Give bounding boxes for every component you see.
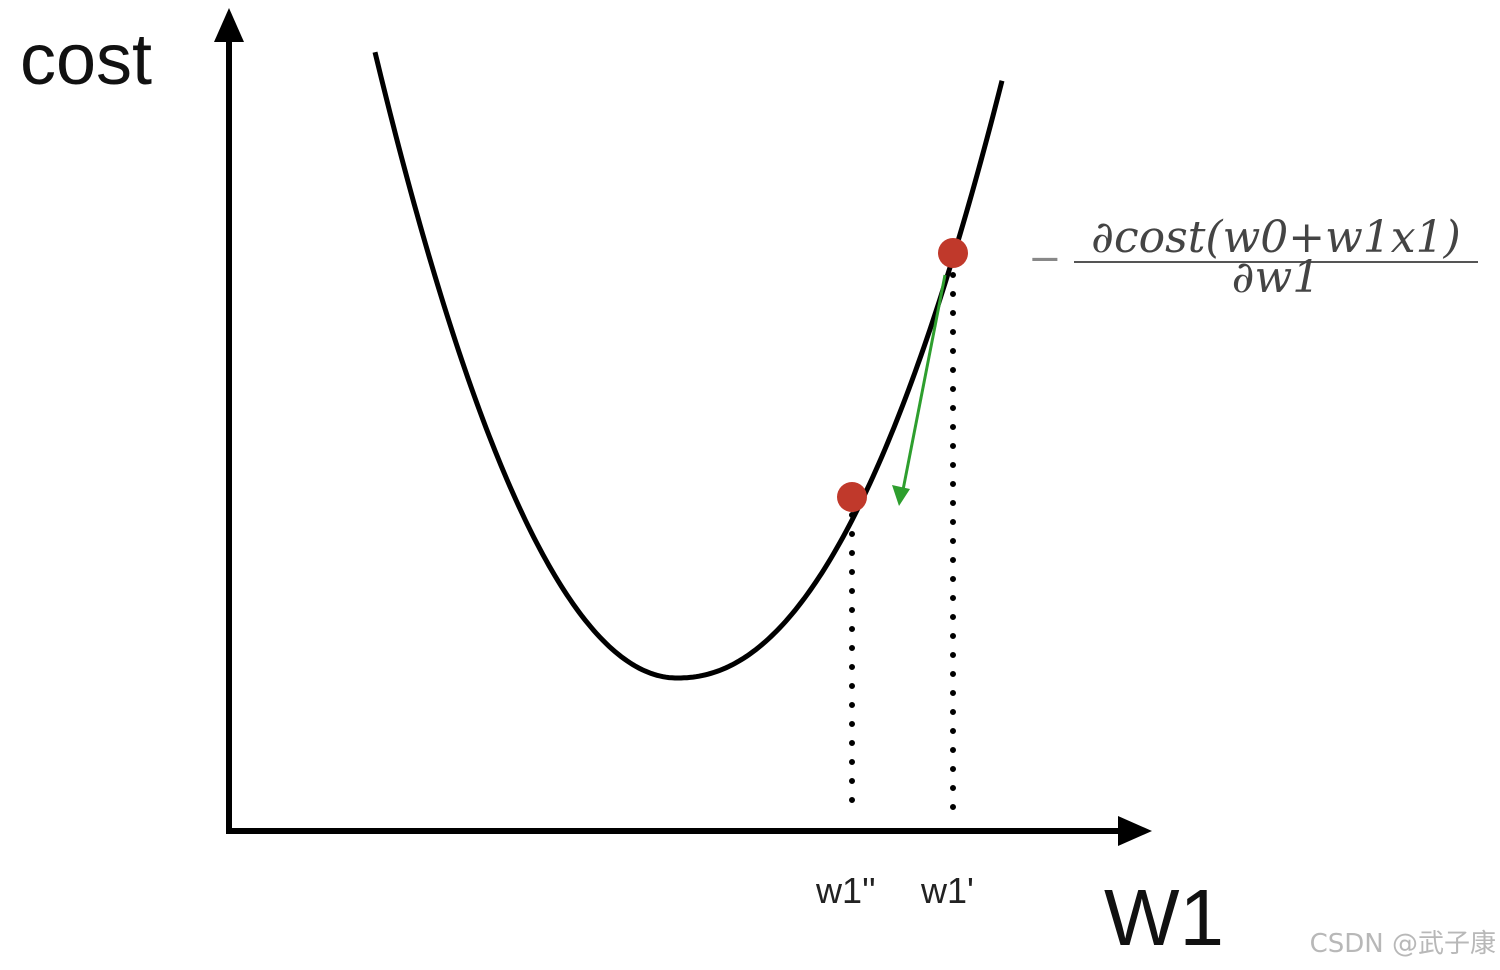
x-axis-label: W1 bbox=[1104, 873, 1224, 962]
gradient-step-arrow bbox=[892, 274, 947, 506]
x-axis-arrowhead bbox=[1118, 816, 1152, 846]
gradient-arrow-shaft bbox=[901, 274, 947, 491]
watermark: CSDN @武子康 bbox=[1310, 929, 1496, 959]
cost-curve bbox=[372, 51, 1005, 681]
y-axis-label: cost bbox=[20, 20, 152, 100]
tick-label-w1-prime: w1' bbox=[920, 870, 974, 911]
x-axis bbox=[226, 816, 1152, 846]
formula-numerator: ∂cost(w0+w1x1) bbox=[1091, 212, 1460, 263]
y-axis-arrowhead bbox=[214, 8, 244, 42]
point-w1-prime bbox=[938, 238, 968, 268]
tick-label-w1-double-prime: w1'' bbox=[815, 870, 876, 911]
gradient-arrowhead bbox=[892, 485, 910, 506]
y-axis bbox=[214, 8, 244, 834]
point-w1-double-prime bbox=[837, 482, 867, 512]
formula-minus-sign: − bbox=[1028, 236, 1062, 282]
formula-denominator: ∂w1 bbox=[1232, 252, 1320, 303]
gradient-formula: − ∂cost(w0+w1x1) ∂w1 bbox=[1028, 212, 1478, 303]
